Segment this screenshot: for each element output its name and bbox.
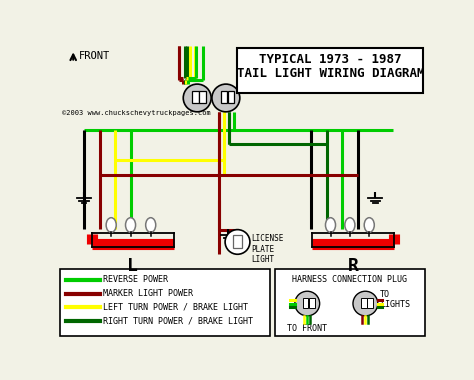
Ellipse shape (126, 218, 136, 232)
FancyBboxPatch shape (309, 298, 315, 308)
FancyBboxPatch shape (228, 91, 234, 103)
Text: FRONT: FRONT (79, 51, 110, 61)
Circle shape (353, 291, 378, 316)
FancyBboxPatch shape (220, 91, 227, 103)
FancyBboxPatch shape (361, 298, 366, 308)
Ellipse shape (326, 218, 336, 232)
FancyBboxPatch shape (192, 91, 199, 103)
FancyBboxPatch shape (303, 298, 309, 308)
Circle shape (225, 230, 250, 254)
Circle shape (295, 291, 319, 316)
Text: R: R (348, 257, 359, 275)
Text: HARNESS CONNECTION PLUG: HARNESS CONNECTION PLUG (292, 275, 407, 284)
FancyBboxPatch shape (60, 269, 270, 336)
Ellipse shape (364, 218, 374, 232)
Text: TAIL LIGHT WIRING DIAGRAM: TAIL LIGHT WIRING DIAGRAM (237, 67, 424, 80)
FancyBboxPatch shape (367, 298, 373, 308)
Text: MARKER LIGHT POWER: MARKER LIGHT POWER (103, 289, 193, 298)
Text: LICENSE
PLATE
LIGHT: LICENSE PLATE LIGHT (251, 234, 284, 264)
FancyBboxPatch shape (233, 234, 242, 249)
Text: LEFT TURN POWER / BRAKE LIGHT: LEFT TURN POWER / BRAKE LIGHT (103, 303, 248, 312)
Circle shape (212, 84, 240, 112)
Text: L: L (128, 257, 138, 275)
Ellipse shape (146, 218, 156, 232)
Text: RIGHT TURN POWER / BRAKE LIGHT: RIGHT TURN POWER / BRAKE LIGHT (103, 317, 254, 326)
Text: TO
LIGHTS: TO LIGHTS (380, 290, 410, 309)
FancyBboxPatch shape (275, 269, 425, 336)
Ellipse shape (345, 218, 355, 232)
FancyBboxPatch shape (237, 48, 423, 93)
Ellipse shape (106, 218, 116, 232)
Text: REVERSE POWER: REVERSE POWER (103, 275, 168, 284)
Circle shape (183, 84, 211, 112)
Text: ©2003 www.chuckschevytruckpages.com: ©2003 www.chuckschevytruckpages.com (63, 110, 211, 116)
FancyBboxPatch shape (199, 91, 206, 103)
Text: TO FRONT: TO FRONT (287, 325, 327, 333)
Text: TYPICAL 1973 - 1987: TYPICAL 1973 - 1987 (259, 53, 402, 66)
